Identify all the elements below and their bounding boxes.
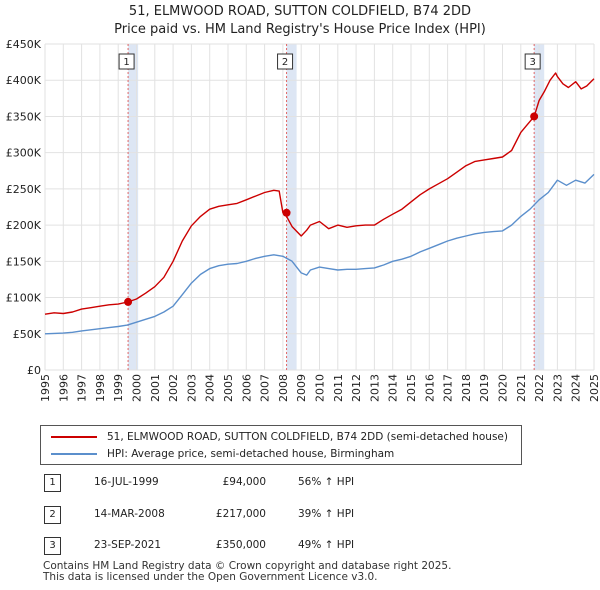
x-tick-label: 1997 [76,374,89,402]
legend: 51, ELMWOOD ROAD, SUTTON COLDFIELD, B74 … [40,425,522,465]
y-tick-label: £250K [6,183,42,196]
sale-label-box-2 [277,53,294,70]
y-tick-label: £100K [6,292,42,305]
x-tick-label: 2017 [442,374,455,402]
x-tick-label: 2024 [570,374,583,402]
x-tick-label: 1995 [39,374,52,402]
sale-point-1 [124,297,133,306]
y-tick-label: £150K [6,255,42,268]
x-tick-label: 2015 [405,374,418,402]
x-tick-label: 2001 [149,374,162,402]
legend-item-hpi: HPI: Average price, semi-detached house,… [51,446,394,462]
x-tick-label: 1999 [112,374,125,402]
footer-line-2: This data is licensed under the Open Gov… [43,571,378,583]
x-tick-label: 2023 [551,374,564,402]
x-tick-label: 2007 [259,374,272,402]
sale-number-badge: 2 [44,506,61,524]
x-tick-label: 2019 [478,374,491,402]
y-tick-label: £300K [6,147,42,160]
footer-line-1: Contains HM Land Registry data © Crown c… [43,560,452,572]
x-tick-label: 1998 [94,374,107,402]
sale-point-3 [530,112,539,121]
sale-date: 16-JUL-1999 [94,476,159,488]
x-tick-label: 2013 [368,374,381,402]
x-tick-label: 2012 [350,374,363,402]
chart-title: 51, ELMWOOD ROAD, SUTTON COLDFIELD, B74 … [128,4,472,19]
x-tick-label: 2004 [204,374,217,402]
price-chart: 1 2 3 £0 £50K £100K £150K £200K £250K £300K £350K… [6,38,600,402]
x-tick-label: 2005 [222,374,235,402]
sale-number-badge: 3 [44,537,61,555]
sale-label-1: 1 [123,57,129,68]
sale-label-2: 2 [282,57,288,68]
hpi-line [44,173,595,335]
legend-item-property: 51, ELMWOOD ROAD, SUTTON COLDFIELD, B74 … [51,429,508,445]
chart-subtitle: Price paid vs. HM Land Registry's House … [114,22,486,37]
sale-hpi-change: 56% ↑ HPI [298,476,355,488]
x-tick-label: 2018 [460,374,473,402]
y-tick-label: £50K [13,328,42,341]
x-tick-label: 2006 [240,374,253,402]
x-tick-label: 2002 [167,374,180,402]
sale-label-3: 3 [529,57,535,68]
x-tick-label: 2025 [588,374,600,402]
sale-hpi-change: 49% ↑ HPI [298,539,355,551]
x-tick-label: 2016 [423,374,436,402]
sale-number-badge: 1 [44,474,61,492]
x-tick-label: 2022 [533,374,546,402]
y-tick-label: £400K [6,74,42,87]
x-tick-label: 2003 [185,374,198,402]
legend-label-hpi: HPI: Average price, semi-detached house,… [107,448,395,460]
legend-swatch-hpi [51,453,97,455]
sale-date: 23-SEP-2021 [94,539,162,551]
sale-label-box-1 [118,53,135,70]
legend-swatch-property [51,436,97,438]
legend-label-property: 51, ELMWOOD ROAD, SUTTON COLDFIELD, B74 … [107,431,508,443]
sale-shade-2 [286,44,297,370]
sale-price: £94,000 [222,476,266,488]
sale-row-2: 2 14-MAR-2008 £217,000 39% ↑ HPI [44,506,544,524]
footer-attribution: Contains HM Land Registry data © Crown c… [43,561,451,583]
x-tick-label: 2011 [332,374,345,402]
sale-price: £350,000 [215,539,266,551]
y-tick-label: £200K [6,219,42,232]
sale-hpi-change: 39% ↑ HPI [298,508,355,520]
x-tick-label: 2014 [387,374,400,402]
x-tick-label: 1996 [57,374,70,402]
sale-date: 14-MAR-2008 [94,508,165,520]
sale-row-3: 3 23-SEP-2021 £350,000 49% ↑ HPI [44,537,544,555]
x-tick-label: 2009 [295,374,308,402]
x-tick-label: 2021 [515,374,528,402]
x-tick-label: 2010 [314,374,327,402]
sale-shade-1 [128,44,139,370]
x-tick-label: 2020 [497,374,510,402]
sale-point-2 [282,208,291,217]
x-tick-label: 2008 [277,374,290,402]
sale-price: £217,000 [215,508,266,520]
x-tick-label: 2000 [131,374,144,402]
y-tick-label: £350K [6,110,42,123]
y-tick-label: £0 [27,364,41,377]
sale-label-box-3 [524,53,541,70]
sale-row-1: 1 16-JUL-1999 £94,000 56% ↑ HPI [44,474,544,492]
y-tick-label: £450K [6,38,42,51]
